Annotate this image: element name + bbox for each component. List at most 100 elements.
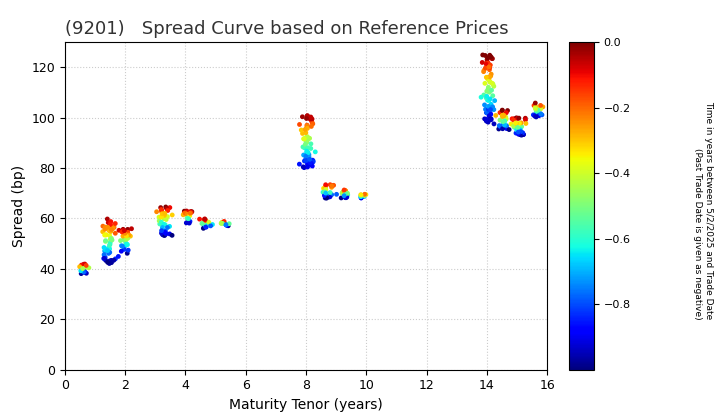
Point [497, 107, 508, 114]
Point [336, 194, 347, 201]
Point [497, 107, 508, 113]
Point [336, 190, 348, 197]
Point [513, 131, 524, 138]
Point [482, 106, 494, 113]
Point [104, 227, 115, 234]
Point [320, 192, 332, 199]
Point [486, 87, 498, 94]
Point [120, 230, 131, 236]
Point [207, 221, 218, 228]
Point [81, 262, 92, 269]
Point [512, 124, 523, 131]
Point [300, 126, 311, 133]
Point [304, 135, 315, 142]
Point [482, 119, 494, 126]
Point [161, 216, 172, 223]
Point [513, 115, 525, 121]
Point [319, 185, 330, 192]
Point [104, 221, 116, 228]
Point [199, 218, 211, 225]
Point [515, 129, 526, 135]
Point [487, 92, 498, 99]
Point [324, 193, 336, 200]
Point [104, 227, 115, 234]
Point [160, 228, 171, 234]
Point [302, 133, 313, 140]
Point [321, 194, 333, 201]
X-axis label: Maturity Tenor (years): Maturity Tenor (years) [229, 398, 383, 412]
Point [106, 259, 117, 266]
Point [123, 232, 135, 239]
Point [305, 116, 316, 122]
Point [494, 109, 505, 116]
Point [513, 130, 524, 137]
Point [154, 220, 166, 227]
Point [482, 54, 493, 61]
Point [215, 220, 227, 227]
Point [182, 209, 194, 215]
Point [307, 157, 318, 163]
Point [112, 253, 124, 260]
Point [295, 127, 307, 134]
Point [520, 117, 531, 123]
Point [498, 123, 509, 130]
Point [490, 112, 502, 119]
Point [488, 121, 500, 127]
Point [359, 192, 370, 199]
Point [122, 235, 134, 242]
Point [105, 228, 117, 235]
Point [485, 116, 497, 122]
Point [319, 189, 330, 195]
Point [162, 224, 174, 231]
Point [158, 230, 170, 236]
Point [102, 215, 113, 222]
Point [99, 226, 111, 233]
Point [342, 190, 354, 197]
Point [479, 116, 490, 122]
Point [323, 191, 335, 198]
Point [530, 106, 541, 113]
Point [97, 223, 109, 229]
Point [501, 125, 513, 132]
Point [510, 120, 521, 126]
Point [484, 52, 495, 58]
Point [324, 192, 336, 199]
Point [301, 122, 312, 129]
Point [355, 192, 366, 198]
Point [495, 123, 506, 130]
Point [99, 246, 111, 253]
Point [338, 192, 350, 199]
Point [520, 115, 531, 121]
Point [499, 118, 510, 124]
Point [298, 135, 310, 142]
Point [120, 239, 132, 246]
Point [480, 52, 491, 59]
Point [487, 80, 498, 87]
Point [497, 113, 508, 120]
Point [302, 149, 314, 156]
Point [513, 129, 524, 136]
Point [302, 112, 313, 119]
Point [184, 213, 196, 219]
Point [122, 247, 134, 254]
Point [355, 193, 366, 200]
Point [117, 229, 128, 236]
Point [340, 188, 351, 194]
Point [512, 127, 523, 134]
Point [156, 214, 167, 220]
Point [305, 160, 316, 166]
Point [482, 55, 493, 61]
Point [77, 265, 89, 272]
Point [480, 61, 492, 68]
Point [106, 235, 117, 242]
Point [326, 183, 338, 189]
Point [481, 60, 492, 66]
Point [115, 248, 127, 255]
Point [196, 220, 207, 227]
Point [294, 121, 305, 128]
Point [156, 210, 168, 217]
Point [301, 154, 312, 160]
Point [156, 230, 167, 236]
Point [324, 189, 336, 196]
Point [305, 123, 317, 130]
